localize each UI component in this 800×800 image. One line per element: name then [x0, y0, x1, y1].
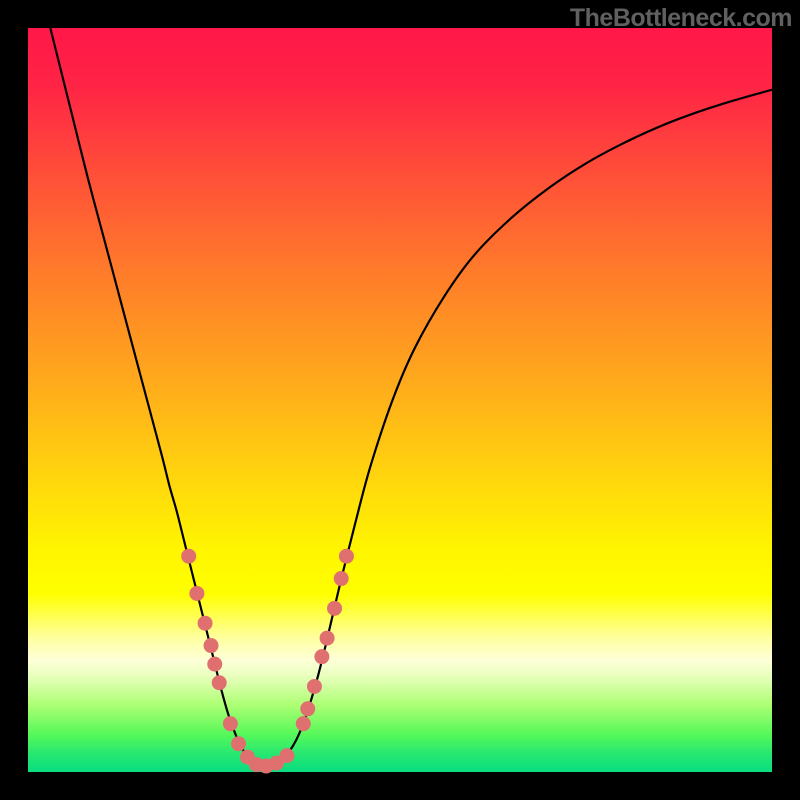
marker-dot	[204, 638, 219, 653]
marker-dot	[327, 601, 342, 616]
marker-dot	[198, 616, 213, 631]
marker-dot	[189, 586, 204, 601]
watermark: TheBottleneck.com	[570, 4, 792, 33]
chart-stage: TheBottleneck.com	[0, 0, 800, 800]
marker-dot	[296, 716, 311, 731]
marker-dot	[307, 679, 322, 694]
marker-dot	[320, 631, 335, 646]
marker-dot	[231, 736, 246, 751]
marker-dot	[181, 549, 196, 564]
marker-dot	[334, 571, 349, 586]
marker-dot	[314, 649, 329, 664]
marker-dot	[223, 716, 238, 731]
marker-dot	[339, 549, 354, 564]
marker-dot	[212, 675, 227, 690]
marker-dot	[279, 748, 294, 763]
marker-dot	[207, 657, 222, 672]
marker-dot	[300, 701, 315, 716]
bottleneck-curve	[50, 28, 772, 766]
curve-svg	[0, 0, 800, 800]
